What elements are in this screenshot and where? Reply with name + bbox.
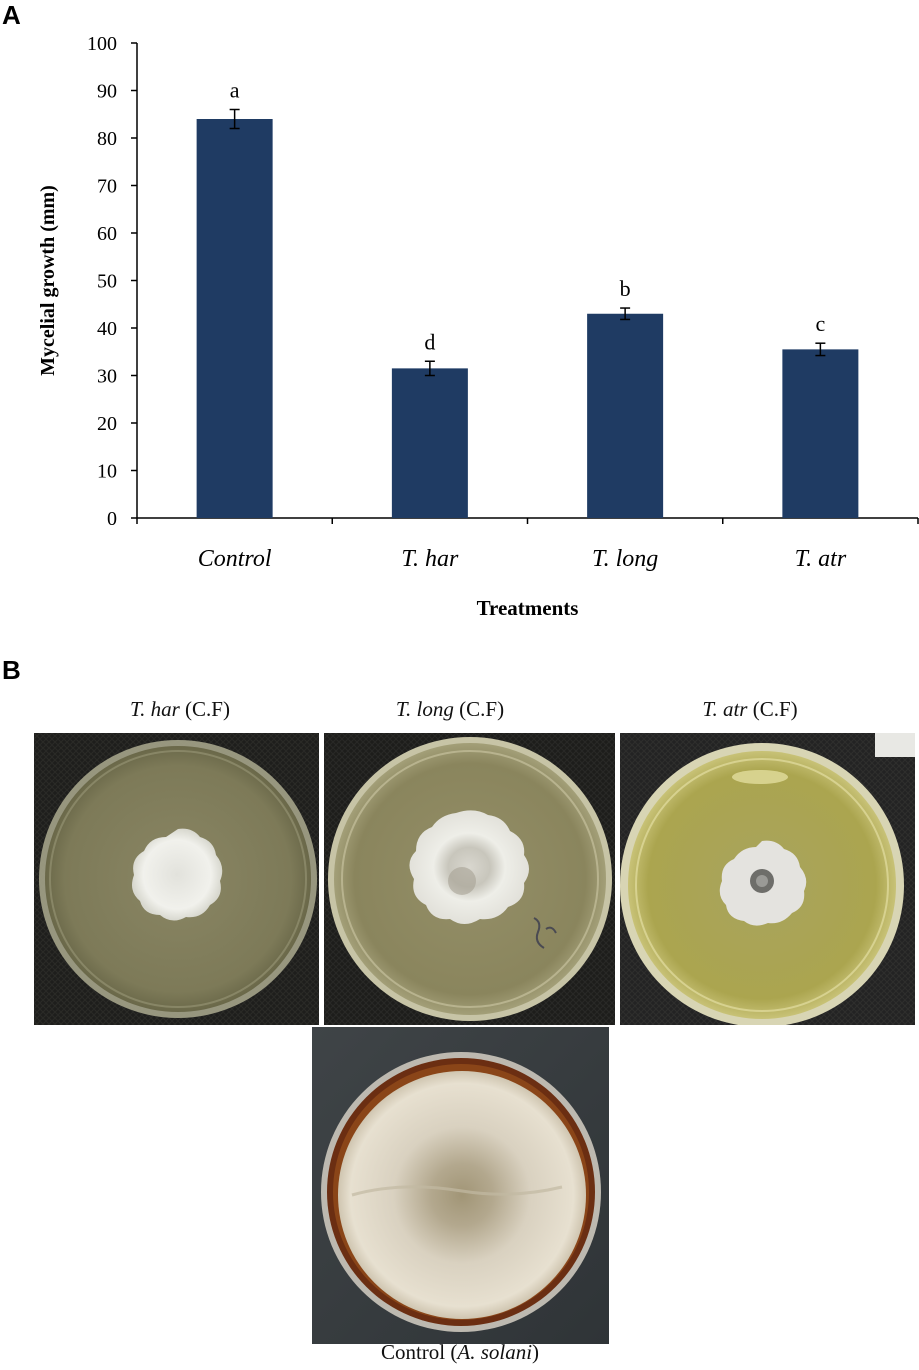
- x-axis-title: Treatments: [477, 596, 579, 620]
- caption-control: Control (A. solani): [300, 1340, 620, 1365]
- y-tick-label: 80: [97, 128, 117, 150]
- x-tick-label: T. atr: [795, 546, 847, 572]
- caption-control-species: A. solani: [457, 1340, 533, 1364]
- bar-2: [587, 313, 664, 518]
- bar-3: [782, 349, 859, 518]
- caption-t-long-suffix: (C.F): [453, 697, 505, 721]
- photo-t-atr-plate: [620, 733, 915, 1025]
- bar-0: [196, 119, 273, 518]
- y-tick-label: 10: [97, 461, 117, 483]
- caption-t-long-species: T. long: [395, 697, 454, 721]
- photo-t-long-plate: [324, 733, 615, 1025]
- y-tick-label: 90: [97, 81, 117, 103]
- caption-t-har-species: T. har: [130, 697, 180, 721]
- caption-control-prefix: Control (: [380, 1340, 458, 1364]
- y-tick-label: 50: [97, 271, 117, 293]
- panel-a-label: A: [2, 0, 21, 30]
- bar-chart: 0 10 20 30 40 50 60 70 80 90 100 a Control d T. har b T.…: [37, 33, 919, 620]
- caption-t-atr: T. atr (C.F): [630, 697, 870, 722]
- y-tick-label: 40: [97, 318, 117, 340]
- significance-letter: d: [424, 329, 435, 354]
- caption-control-suffix: ): [532, 1340, 540, 1364]
- photo-control-plate: [312, 1027, 609, 1344]
- caption-t-har: T. har (C.F): [60, 697, 300, 722]
- significance-letter: a: [230, 78, 240, 103]
- bar-1: [391, 368, 468, 518]
- x-tick-label: T. har: [401, 546, 459, 572]
- caption-t-atr-suffix: (C.F): [747, 697, 798, 721]
- y-tick-label: 60: [97, 223, 117, 245]
- photo-t-har-plate: [34, 733, 319, 1025]
- significance-letter: c: [815, 311, 825, 336]
- caption-t-atr-species: T. atr: [702, 697, 748, 721]
- x-tick-label: Control: [198, 546, 272, 572]
- significance-letter: b: [620, 276, 631, 301]
- caption-t-har-suffix: (C.F): [179, 697, 230, 721]
- x-tick-label: T. long: [592, 546, 658, 572]
- caption-t-long: T. long (C.F): [320, 697, 580, 722]
- y-tick-label: 20: [97, 413, 117, 435]
- y-tick-label: 0: [107, 508, 117, 530]
- y-tick-label: 30: [97, 366, 117, 388]
- panel-b-label: B: [2, 655, 21, 685]
- y-tick-label: 70: [97, 176, 117, 198]
- y-tick-label: 100: [87, 33, 117, 55]
- y-axis-title: Mycelial growth (mm): [37, 185, 59, 376]
